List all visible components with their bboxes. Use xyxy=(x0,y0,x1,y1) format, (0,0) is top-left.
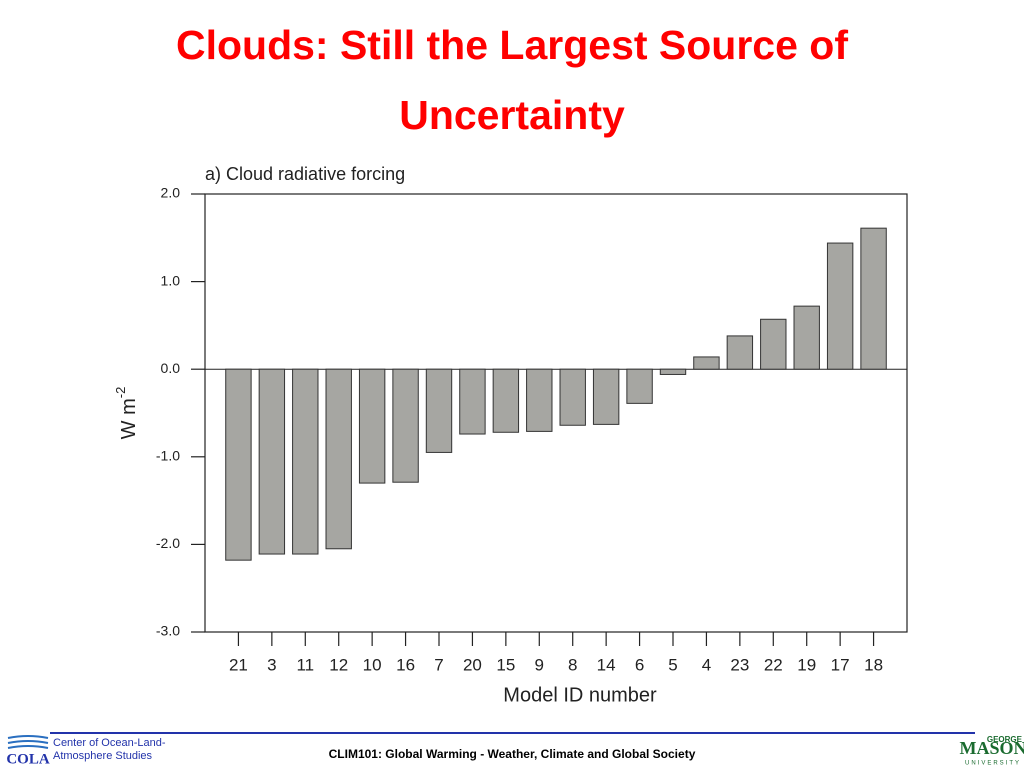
bar xyxy=(526,368,553,432)
y-tick-label: 0.0 xyxy=(161,360,181,376)
x-tick-label: 12 xyxy=(329,655,348,674)
x-tick-label: 7 xyxy=(434,655,443,674)
y-axis-label-base: W m xyxy=(118,398,140,439)
bar xyxy=(592,368,620,425)
y-tick-label: -2.0 xyxy=(156,535,180,551)
bar xyxy=(325,368,352,550)
bar xyxy=(726,335,754,370)
x-tick-label: 10 xyxy=(363,655,382,674)
x-tick-label: 22 xyxy=(764,655,783,674)
y-tick-label: 2.0 xyxy=(161,185,181,201)
cola-logo-waves xyxy=(7,735,49,749)
x-tick-label: 11 xyxy=(296,655,314,674)
y-tick-label: -1.0 xyxy=(156,448,180,464)
bar xyxy=(826,242,854,370)
bar xyxy=(258,368,286,555)
x-tick-label: 6 xyxy=(635,655,644,674)
x-tick-label: 17 xyxy=(831,655,850,674)
bar xyxy=(860,227,887,370)
x-tick-label: 8 xyxy=(568,655,577,674)
bar xyxy=(225,368,252,561)
x-tick-label: 9 xyxy=(535,655,544,674)
y-tick-label: 1.0 xyxy=(161,272,181,288)
bar xyxy=(392,368,419,483)
bar xyxy=(425,368,453,453)
slide-title-line1: Clouds: Still the Largest Source of xyxy=(176,22,848,68)
bar xyxy=(626,368,653,404)
x-tick-label: 4 xyxy=(702,655,711,674)
y-axis-label: W m-2 xyxy=(113,387,140,440)
bar xyxy=(559,368,586,426)
y-axis-label-sup: -2 xyxy=(113,387,128,399)
y-tick-label: -3.0 xyxy=(156,623,180,639)
x-axis-label: Model ID number xyxy=(503,684,657,706)
university-top: GEORGE xyxy=(987,735,1023,744)
bar xyxy=(659,368,687,375)
university-bottom: UNIVERSITY xyxy=(965,761,1021,767)
x-tick-label: 18 xyxy=(864,655,883,674)
chart-title: a) Cloud radiative forcing xyxy=(205,164,405,184)
course-name: CLIM101: Global Warming - Weather, Clima… xyxy=(329,747,696,761)
x-tick-label: 23 xyxy=(730,655,749,674)
bar xyxy=(292,368,319,555)
x-tick-label: 14 xyxy=(597,655,616,674)
org-name-line1: Center of Ocean-Land- xyxy=(53,737,166,749)
x-tick-label: 3 xyxy=(267,655,276,674)
x-tick-label: 5 xyxy=(668,655,677,674)
bar xyxy=(793,305,820,370)
bar xyxy=(492,368,520,433)
bar xyxy=(459,368,486,435)
x-tick-label: 15 xyxy=(496,655,515,674)
university-name: MASON xyxy=(960,738,1024,758)
cola-logo: COLA xyxy=(6,751,50,767)
bar xyxy=(760,318,787,370)
x-tick-label: 20 xyxy=(463,655,482,674)
x-tick-label: 21 xyxy=(229,655,248,674)
bar xyxy=(693,356,720,370)
bar xyxy=(358,368,386,484)
x-tick-label: 19 xyxy=(797,655,816,674)
org-name-line2: Atmosphere Studies xyxy=(53,750,153,762)
slide-title-line2: Uncertainty xyxy=(399,92,625,138)
x-tick-label: 16 xyxy=(396,655,415,674)
plot-frame xyxy=(204,193,908,633)
